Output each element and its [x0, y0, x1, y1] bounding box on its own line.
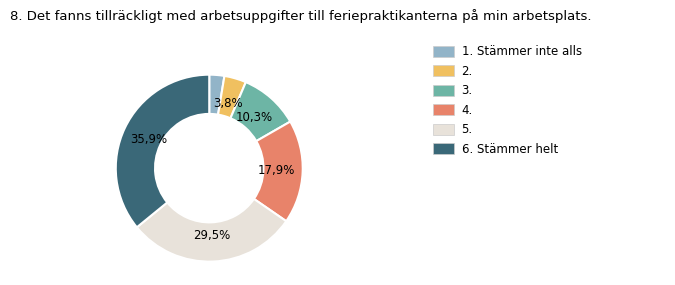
Wedge shape: [254, 122, 302, 221]
Text: 3,8%: 3,8%: [213, 97, 243, 110]
Wedge shape: [230, 82, 290, 141]
Legend: 1. Stämmer inte alls, 2., 3., 4., 5., 6. Stämmer helt: 1. Stämmer inte alls, 2., 3., 4., 5., 6.…: [431, 43, 584, 158]
Wedge shape: [116, 75, 209, 227]
Text: 35,9%: 35,9%: [130, 133, 167, 146]
Text: 17,9%: 17,9%: [258, 164, 295, 177]
Text: 29,5%: 29,5%: [193, 229, 231, 242]
Text: 10,3%: 10,3%: [236, 111, 273, 124]
Wedge shape: [218, 76, 246, 118]
Text: 8. Det fanns tillräckligt med arbetsuppgifter till feriepraktikanterna på min ar: 8. Det fanns tillräckligt med arbetsuppg…: [10, 9, 591, 23]
Wedge shape: [137, 199, 286, 262]
Wedge shape: [209, 75, 225, 115]
